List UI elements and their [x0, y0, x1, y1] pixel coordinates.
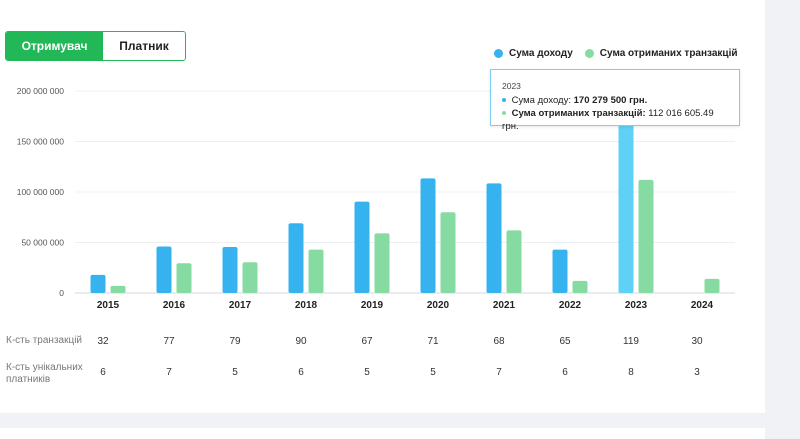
x-tick-label: 2024 — [691, 300, 714, 311]
unique-payers-label-line2: платників — [6, 374, 51, 385]
transactions-bar — [506, 230, 522, 293]
y-tick-label: 50 000 000 — [21, 238, 64, 248]
next-card — [0, 428, 765, 439]
transactions-count-value: 79 — [229, 336, 241, 347]
chart-legend: Сума доходу Сума отриманих транзакцій — [494, 48, 738, 59]
unique-payers-label-line1: К-сть унікальних — [6, 362, 83, 373]
x-tick-label: 2018 — [295, 300, 318, 311]
unique-payers-value: 7 — [496, 367, 502, 378]
transactions-bar — [374, 233, 390, 293]
transactions-count-value: 119 — [623, 336, 639, 347]
tooltip-income-value: 170 279 500 грн. — [573, 95, 648, 106]
tooltip-year: 2023 — [502, 81, 521, 91]
unique-payers-value: 6 — [562, 367, 568, 378]
recipient-tab[interactable]: Отримувач — [6, 32, 103, 60]
unique-payers-value: 6 — [298, 367, 304, 378]
unique-payers-label: К-сть унікальних платників — [6, 362, 83, 386]
tooltip-tx-label: Сума отриманих транзакцій: — [511, 108, 646, 119]
transactions-count-value: 71 — [427, 336, 439, 347]
legend-label-income: Сума доходу — [509, 48, 573, 59]
role-toggle: Отримувач Платник — [5, 31, 186, 61]
transactions-bar — [308, 249, 324, 293]
transactions-count-value: 68 — [493, 336, 505, 347]
income-legend-marker — [494, 49, 503, 58]
transactions-bar — [572, 280, 588, 293]
x-tick-label: 2021 — [493, 300, 516, 311]
legend-item-transactions[interactable]: Сума отриманих транзакцій — [584, 48, 738, 59]
income-bar — [90, 274, 106, 293]
x-tick-label: 2017 — [229, 300, 252, 311]
tooltip-income-marker — [502, 98, 506, 103]
x-tick-label: 2015 — [97, 300, 120, 311]
tooltip-income-row: Сума доходу: 170 279 500 грн. — [502, 94, 728, 107]
unique-payers-value: 5 — [232, 367, 238, 378]
transactions-legend-marker — [584, 49, 594, 58]
legend-item-income[interactable]: Сума доходу — [494, 48, 573, 59]
transactions-bar — [176, 263, 192, 293]
transactions-count-value: 90 — [295, 336, 307, 347]
transactions-count-value: 30 — [691, 336, 703, 347]
income-bar — [354, 201, 370, 293]
y-tick-label: 200 000 000 — [17, 86, 65, 96]
income-bar — [222, 247, 238, 293]
tooltip-tx-marker — [502, 111, 506, 116]
tooltip-tx-value: 112 016 605.49 грн. — [502, 108, 714, 132]
transactions-count-value: 77 — [163, 336, 175, 347]
y-tick-label: 150 000 000 — [17, 137, 65, 147]
unique-payers-value: 6 — [100, 367, 106, 378]
transactions-bar — [440, 212, 456, 293]
x-tick-label: 2020 — [427, 300, 450, 311]
x-tick-label: 2023 — [625, 300, 648, 311]
transactions-count-label: К-сть транзакцій — [6, 335, 83, 346]
x-tick-label: 2019 — [361, 300, 384, 311]
unique-payers-value: 8 — [628, 367, 634, 378]
unique-payers-value: 3 — [694, 367, 700, 378]
transactions-bar — [110, 285, 126, 293]
x-tick-label: 2016 — [163, 300, 186, 311]
y-tick-label: 0 — [59, 288, 64, 298]
transactions-bar — [638, 179, 654, 293]
income-bar — [420, 178, 436, 293]
transactions-bar — [704, 278, 720, 293]
income-bar — [288, 223, 304, 293]
income-bar — [618, 121, 634, 294]
chart-card — [0, 0, 765, 413]
income-bar — [552, 249, 568, 293]
x-tick-label: 2022 — [559, 300, 582, 311]
transactions-bar — [242, 262, 258, 293]
transactions-count-value: 67 — [361, 336, 373, 347]
unique-payers-value: 5 — [430, 367, 436, 378]
transactions-count-value: 65 — [559, 336, 571, 347]
tooltip-income-label: Сума доходу: — [511, 95, 571, 106]
income-bar — [156, 246, 172, 293]
y-tick-label: 100 000 000 — [17, 187, 65, 197]
chart-tooltip: 2023 Сума доходу: 170 279 500 грн. Сума … — [490, 69, 740, 132]
payer-tab[interactable]: Платник — [103, 32, 185, 60]
legend-label-transactions: Сума отриманих транзакцій — [599, 48, 738, 59]
unique-payers-value: 5 — [364, 367, 370, 378]
transactions-count-value: 32 — [97, 336, 109, 347]
unique-payers-value: 7 — [166, 367, 172, 378]
income-bar — [486, 183, 502, 293]
tooltip-tx-row: Сума отриманих транзакцій: 112 016 605.4… — [502, 107, 728, 133]
